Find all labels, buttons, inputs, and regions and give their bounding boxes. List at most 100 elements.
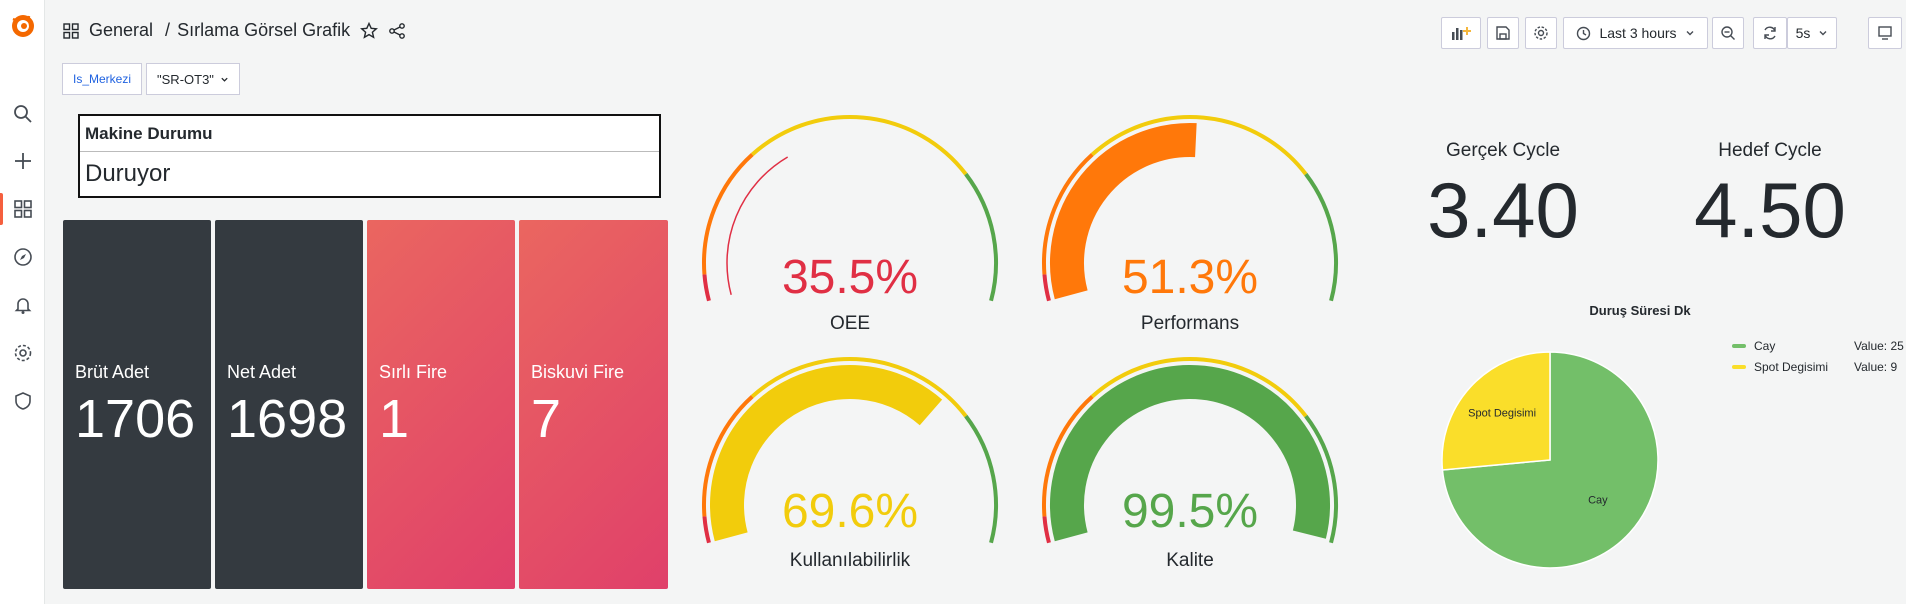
pie-slice-label: Spot Degisimi [1468, 407, 1536, 419]
stat-label: Biskuvi Fire [531, 362, 625, 382]
refresh-interval-picker[interactable]: 5s [1787, 17, 1837, 49]
pie-chart-title: Duruş Süresi Dk [1589, 303, 1691, 318]
stat-panel-brut-adet[interactable]: Brüt Adet 1706 [63, 220, 211, 589]
add-panel-icon [1452, 27, 1471, 40]
explore-compass-icon[interactable] [0, 235, 45, 279]
refresh-icon [1764, 26, 1776, 40]
grafana-logo-icon[interactable] [10, 13, 36, 39]
gauge-kullanilabilirlik[interactable] [690, 350, 1010, 570]
machine-status-panel: Makine Durumu Duruyor [78, 114, 661, 198]
configuration-gear-icon[interactable] [0, 331, 45, 375]
dashboard-title[interactable]: Sırlama Görsel Grafik [177, 20, 351, 40]
stat-panel-sirli-fire[interactable]: Sırlı Fire 1 [367, 220, 515, 589]
gauge-label-kullanilabilirlik: Kullanılabilirlik [789, 550, 911, 571]
save-icon [1496, 26, 1510, 40]
chevron-down-icon [1686, 31, 1694, 36]
variable-label: Is_Merkezi [62, 63, 143, 95]
legend-value: 25 [1890, 339, 1904, 353]
gauge-threshold-band [1304, 172, 1339, 302]
gauge-threshold-band [1042, 395, 1094, 517]
gauge-value-arc [1050, 123, 1197, 300]
stat-value: 1698 [227, 389, 348, 449]
gauge-threshold-band [964, 172, 999, 302]
gauge-label-oee: OEE [829, 313, 871, 334]
legend-name: Spot Degisimi [1754, 360, 1829, 374]
legend-value-prefix: Value: [1854, 339, 1888, 353]
stat-panel-biskuvi-fire[interactable]: Biskuvi Fire 7 [519, 220, 668, 589]
machine-status-title: Makine Durumu [80, 116, 659, 152]
pie-slice[interactable] [1441, 351, 1551, 471]
gauge-threshold-band [702, 274, 711, 302]
gauge-label-performans: Performans [1140, 313, 1240, 334]
template-variables: Is_Merkezi "SR-OT3" [62, 63, 240, 95]
share-icon[interactable] [388, 22, 406, 40]
gauge-performans[interactable] [1030, 108, 1350, 328]
machine-status-value: Duruyor [85, 160, 171, 187]
monitor-icon [1878, 26, 1892, 40]
gauge-threshold-band [1042, 516, 1051, 544]
add-panel-button[interactable] [1441, 17, 1481, 49]
gauge-value-arc [1050, 365, 1330, 542]
gauge-threshold-band [1090, 115, 1308, 176]
gauge-threshold-band [1304, 414, 1339, 544]
star-icon[interactable] [360, 21, 379, 40]
shield-icon[interactable] [0, 379, 45, 423]
plus-icon[interactable] [0, 139, 45, 183]
search-icon[interactable] [0, 92, 45, 136]
breadcrumb: General / Sırlama Görsel Grafik [63, 20, 406, 41]
pie-legend-item-cay[interactable]: Cay Value: 25 [1732, 339, 1904, 353]
gauge-threshold-band [702, 395, 754, 517]
gauge-label-kalite: Kalite [1166, 550, 1214, 571]
downtime-pie-chart[interactable]: Cay Spot Degisimi [1435, 345, 1665, 575]
stat-value: 7 [531, 389, 562, 449]
tv-mode-button[interactable] [1868, 17, 1902, 49]
stat-label: Brüt Adet [75, 362, 150, 382]
sidebar [0, 0, 45, 604]
zoom-out-button[interactable] [1712, 17, 1744, 49]
gauge-threshold-band [750, 115, 968, 176]
dashboards-icon[interactable] [0, 187, 45, 231]
chevron-down-icon [221, 77, 228, 82]
stat-label: Net Adet [227, 362, 297, 382]
gauge-oee[interactable] [690, 108, 1010, 328]
gauge-threshold-band [750, 357, 968, 418]
refresh-interval-label: 5s [1795, 25, 1811, 41]
legend-value-prefix: Value: [1854, 360, 1888, 374]
time-range-picker[interactable]: Last 3 hours [1563, 17, 1708, 49]
gauge-threshold-band [1042, 153, 1094, 275]
stat-value: 1706 [75, 389, 196, 449]
breadcrumb-separator: / [165, 20, 171, 40]
pie-legend-item-spot-degisimi[interactable]: Spot Degisimi Value: 9 [1732, 360, 1897, 374]
gauge-threshold-band [964, 414, 999, 544]
chevron-down-icon [1819, 31, 1827, 36]
gauge-value-kalite: 99.5% [1121, 485, 1259, 538]
gauge-value-performans: 51.3% [1121, 251, 1259, 304]
legend-swatch [1732, 344, 1746, 348]
target-cycle-value: 4.50 [1694, 166, 1846, 254]
gauge-kalite[interactable] [1030, 350, 1350, 570]
legend-name: Cay [1754, 339, 1776, 353]
stat-label: Sırlı Fire [379, 362, 448, 382]
legend-swatch [1732, 365, 1746, 369]
variable-select[interactable]: "SR-OT3" [146, 63, 240, 95]
save-dashboard-button[interactable] [1487, 17, 1519, 49]
variable-value: "SR-OT3" [157, 71, 214, 87]
stat-panel-net-adet[interactable]: Net Adet 1698 [215, 220, 363, 589]
dashboard-settings-button[interactable] [1525, 17, 1557, 49]
gauge-threshold-band [702, 516, 711, 544]
pie-slice-label: Cay [1588, 495, 1608, 507]
gauge-value-arc [710, 365, 943, 542]
alerting-bell-icon[interactable] [0, 283, 45, 327]
target-cycle-title: Hedef Cycle [1718, 140, 1822, 161]
zoom-out-icon [1721, 26, 1735, 40]
gear-icon [1534, 26, 1548, 40]
breadcrumb-folder[interactable]: General [89, 20, 154, 40]
actual-cycle-title: Gerçek Cycle [1445, 140, 1561, 161]
refresh-button[interactable] [1753, 17, 1787, 49]
dashboard-grid-icon [63, 22, 79, 39]
top-navbar: General / Sırlama Görsel Grafik Last 3 h… [45, 0, 1906, 64]
gauge-threshold-band [702, 153, 754, 275]
stat-value: 1 [379, 389, 410, 449]
gauge-value-oee: 35.5% [781, 251, 919, 304]
gauge-value-arc [726, 156, 789, 296]
